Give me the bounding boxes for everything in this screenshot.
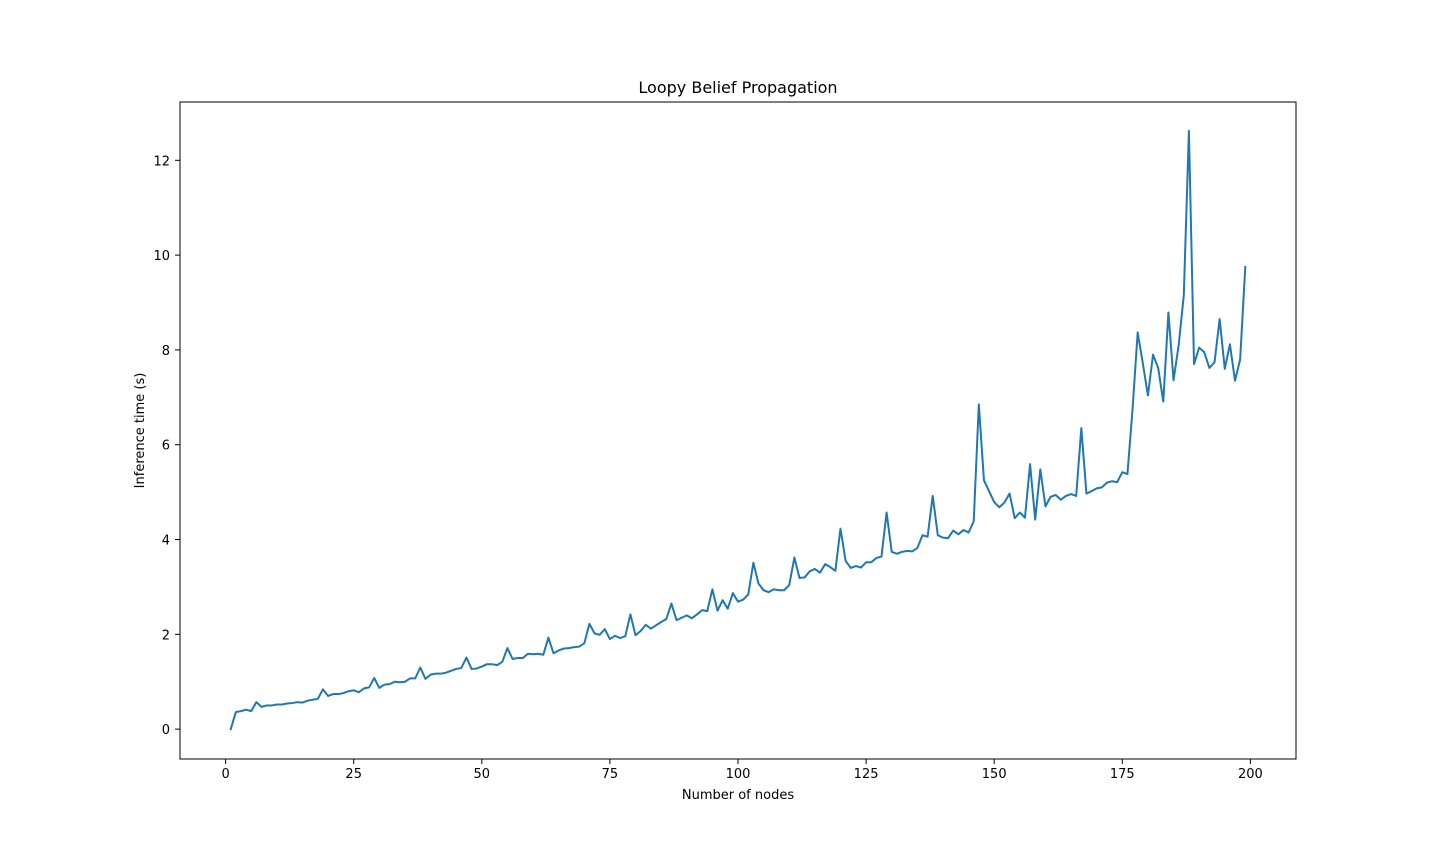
- chart-title: Loopy Belief Propagation: [638, 78, 837, 97]
- y-tick-label: 0: [162, 723, 170, 738]
- series-line: [229, 129, 1247, 731]
- x-tick-label: 175: [1110, 767, 1135, 782]
- y-tick-label: 10: [153, 249, 170, 264]
- y-tick-label: 8: [162, 344, 170, 359]
- y-tick-label: 2: [162, 628, 170, 643]
- y-axis-label: Inference time (s): [133, 373, 148, 489]
- x-tick-label: 75: [602, 767, 619, 782]
- x-tick-label: 200: [1238, 767, 1263, 782]
- y-tick-label: 12: [153, 154, 170, 169]
- y-tick-label: 6: [162, 439, 170, 454]
- x-axis-label: Number of nodes: [682, 788, 794, 803]
- series-group: [229, 129, 1247, 731]
- x-tick-label: 150: [982, 767, 1007, 782]
- y-tick-label: 4: [162, 534, 170, 549]
- x-tick-label: 50: [474, 767, 491, 782]
- x-tick-label: 125: [854, 767, 879, 782]
- x-tick-label: 100: [726, 767, 751, 782]
- plot-frame: [179, 101, 1297, 760]
- x-tick-label: 25: [345, 767, 362, 782]
- y-axis: 0 2 4 6 8 10 12: [153, 154, 180, 738]
- x-tick-label: 0: [221, 767, 229, 782]
- x-axis: 0 25 50 75 100 125 150 175 200: [221, 759, 1263, 782]
